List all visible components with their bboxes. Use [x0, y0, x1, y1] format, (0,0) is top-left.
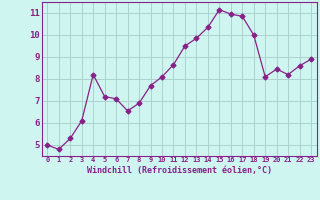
- X-axis label: Windchill (Refroidissement éolien,°C): Windchill (Refroidissement éolien,°C): [87, 166, 272, 175]
